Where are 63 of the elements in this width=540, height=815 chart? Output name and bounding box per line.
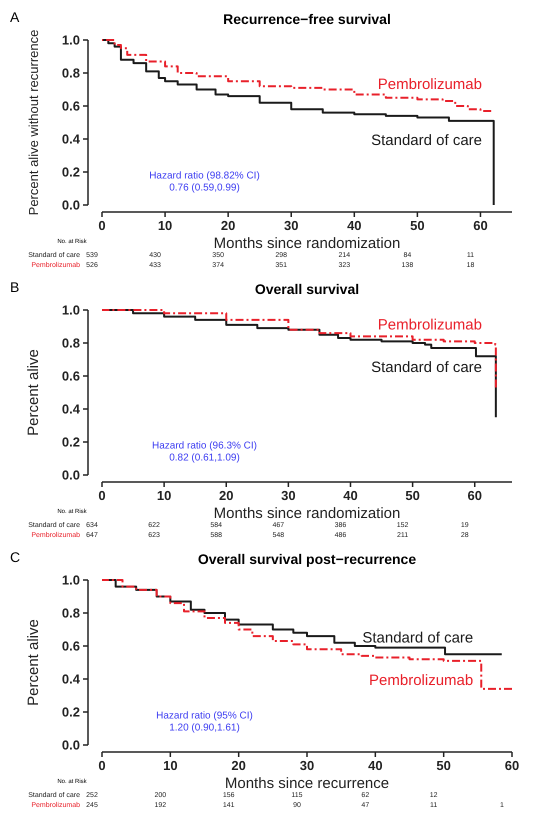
y-tick-label: 0.6 bbox=[62, 368, 80, 384]
x-tick-label: 0 bbox=[98, 758, 106, 773]
x-tick-label: 30 bbox=[284, 218, 298, 233]
chart-title: Recurrence−free survival bbox=[223, 11, 391, 27]
chart-subtitle: A bbox=[10, 9, 20, 25]
y-tick-label: 0.0 bbox=[62, 198, 80, 213]
x-tick-label: 20 bbox=[231, 758, 246, 773]
y-tick-label: 0.4 bbox=[62, 402, 81, 417]
x-tick-label: 10 bbox=[163, 758, 178, 773]
y-tick-label: 0.6 bbox=[62, 98, 80, 114]
series-label: Standard of care bbox=[371, 132, 482, 149]
x-tick-label: 50 bbox=[410, 218, 425, 233]
x-tick-label: 50 bbox=[405, 488, 420, 503]
y-tick-label: 1.0 bbox=[62, 572, 80, 588]
x-tick-label: 60 bbox=[504, 758, 520, 773]
x-tick-label: 40 bbox=[368, 758, 383, 773]
y-axis-title: Percent alive bbox=[25, 619, 42, 706]
y-axis-title: Percent alive without recurrence bbox=[26, 30, 41, 216]
y-tick-label: 1.0 bbox=[62, 302, 80, 318]
annotation: 0.76 (0.59,0.99) bbox=[169, 182, 240, 194]
series-label: Pembrolizumab bbox=[378, 76, 482, 94]
annotation: Hazard ratio (95% CI) bbox=[156, 710, 253, 722]
x-tick-label: 0 bbox=[98, 218, 106, 233]
y-tick-label: 0.2 bbox=[62, 164, 80, 180]
annotation: 1.20 (0.90,1.61) bbox=[169, 722, 240, 734]
x-tick-label: 10 bbox=[158, 218, 172, 233]
chart-title: Overall survival post−recurrence bbox=[198, 551, 416, 567]
x-tick-label: 20 bbox=[220, 218, 236, 233]
series-label: Standard of care bbox=[371, 358, 482, 376]
x-axis-title: Months since randomization bbox=[214, 235, 400, 252]
x-tick-label: 60 bbox=[467, 488, 482, 503]
annotation: Hazard ratio (98.82% CI) bbox=[149, 170, 260, 182]
y-tick-label: 0.8 bbox=[62, 336, 80, 351]
y-tick-label: 0.0 bbox=[62, 468, 80, 483]
x-axis-title: Months since recurrence bbox=[224, 775, 390, 792]
x-tick-label: 10 bbox=[156, 488, 172, 503]
y-tick-label: 1.0 bbox=[62, 32, 80, 48]
x-tick-label: 40 bbox=[343, 488, 358, 503]
y-tick-label: 0.2 bbox=[62, 704, 80, 720]
series-label: Pembrolizumab bbox=[369, 672, 474, 689]
x-tick-label: 50 bbox=[436, 758, 451, 773]
chart-title: Overall survival bbox=[254, 281, 360, 297]
y-tick-label: 0.8 bbox=[62, 606, 80, 621]
x-tick-label: 20 bbox=[219, 488, 234, 503]
series-label: Pembrolizumab bbox=[378, 316, 482, 334]
y-axis-title: Percent alive bbox=[25, 349, 42, 436]
y-tick-label: 0.0 bbox=[62, 738, 80, 753]
series-label: Standard of care bbox=[362, 629, 474, 646]
x-tick-label: 60 bbox=[473, 218, 488, 233]
annotation: Hazard ratio (96.3% CI) bbox=[152, 440, 258, 452]
x-tick-label: 40 bbox=[347, 218, 362, 233]
y-tick-label: 0.2 bbox=[62, 434, 80, 450]
annotation: 0.82 (0.61,1.09) bbox=[169, 452, 240, 464]
y-tick-label: 0.4 bbox=[62, 672, 81, 687]
x-tick-label: 30 bbox=[300, 758, 314, 773]
x-tick-label: 30 bbox=[281, 488, 296, 503]
chart-subtitle: B bbox=[10, 279, 20, 295]
chart-subtitle: C bbox=[10, 549, 20, 565]
y-tick-label: 0.6 bbox=[62, 638, 80, 654]
x-tick-label: 0 bbox=[98, 488, 106, 503]
x-axis-title: Months since randomization bbox=[214, 505, 400, 522]
y-tick-label: 0.4 bbox=[62, 132, 81, 147]
y-tick-label: 0.8 bbox=[62, 66, 80, 81]
